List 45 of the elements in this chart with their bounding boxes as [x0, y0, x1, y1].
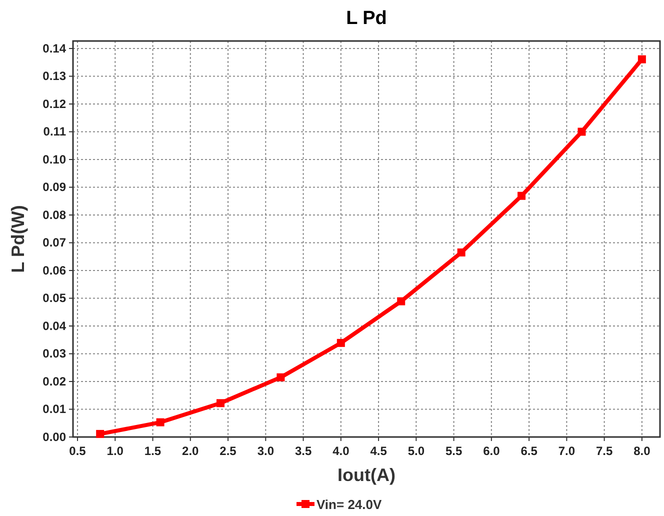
- x-tick-label: 6.5: [520, 444, 538, 458]
- y-tick-label: 0.02: [42, 374, 66, 388]
- point: [518, 192, 526, 200]
- x-tick-label: 2.5: [220, 444, 237, 458]
- x-axis-title: Iout(A): [338, 465, 396, 485]
- x-tick-label: 1.5: [144, 444, 162, 458]
- point: [638, 55, 646, 64]
- x-tick-label: 5.0: [408, 444, 425, 458]
- point: [96, 430, 104, 438]
- x-tick-label: 8.0: [634, 444, 651, 458]
- x-tick-label: 5.5: [445, 444, 462, 458]
- point: [276, 373, 285, 382]
- y-tick-label: 0.05: [42, 291, 66, 306]
- x-tick-label: 2.0: [182, 444, 200, 458]
- x-tick-label: 1.0: [106, 444, 124, 458]
- x-tick-label: 7.5: [596, 444, 613, 458]
- x-tick-label: 6.0: [483, 444, 500, 458]
- y-tick-label: 0.10: [42, 152, 66, 166]
- y-tick-label: 0.07: [42, 236, 66, 250]
- point: [156, 418, 164, 426]
- y-tick-label: 0.00: [42, 430, 66, 444]
- point: [216, 399, 225, 408]
- y-tick-label: 0.06: [42, 263, 66, 278]
- y-tick-label: 0.09: [42, 180, 66, 194]
- y-tick-label: 0.04: [42, 319, 66, 333]
- y-tick-label: 0.11: [43, 124, 66, 139]
- x-tick-label: 7.0: [558, 444, 576, 458]
- point: [336, 338, 345, 347]
- point: [457, 248, 466, 256]
- y-tick-label: 0.14: [42, 41, 66, 56]
- x-tick-label: 3.0: [257, 444, 274, 458]
- point: [578, 128, 586, 136]
- x-tick-label: 3.5: [294, 444, 312, 458]
- x-tick-label: 4.0: [332, 444, 350, 458]
- x-tick-label: 0.5: [69, 444, 86, 458]
- y-axis-title: L Pd(W): [8, 205, 28, 273]
- y-tick-label: 0.08: [42, 208, 66, 222]
- y-tick-label: 0.03: [42, 346, 66, 361]
- chart-title: L Pd: [346, 8, 387, 29]
- point: [397, 297, 406, 306]
- y-tick-label: 0.01: [42, 402, 66, 416]
- y-tick-label: 0.13: [42, 69, 66, 84]
- legend-label: Vin= 24.0V: [316, 497, 382, 512]
- y-tick-label: 0.12: [42, 96, 66, 111]
- x-tick-label: 4.5: [370, 444, 388, 458]
